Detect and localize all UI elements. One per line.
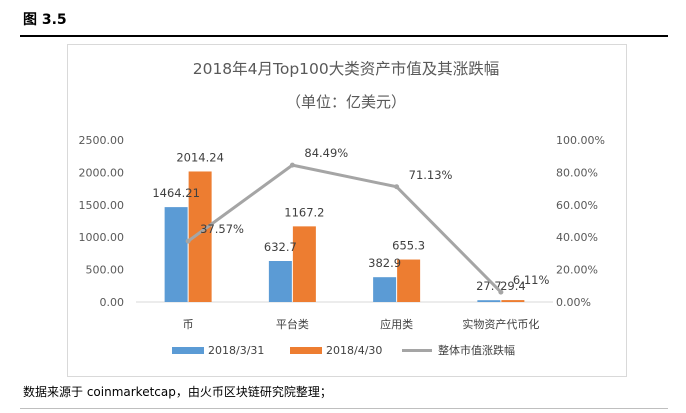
- bar-series1: [164, 207, 188, 302]
- plot-area: 0.00 500.00 1000.00 1500.00 2000.00 2500.00 0.…: [79, 134, 605, 331]
- line-point: [394, 184, 400, 190]
- bar-label-series1: 632.7: [264, 240, 297, 254]
- bar-label-series1: 382.9: [368, 256, 401, 270]
- legend: 2018/3/31 2018/4/30 整体市值涨跌幅: [172, 343, 515, 357]
- chart-title: 2018年4月Top100大类资产市值及其涨跌幅: [193, 60, 500, 78]
- bar-label-series2: 29.4: [500, 279, 526, 293]
- legend-swatch: [290, 347, 322, 354]
- bar-label-series2: 655.3: [392, 239, 425, 253]
- legend-label: 2018/3/31: [208, 344, 264, 357]
- x-tick-label: 实物资产代币化: [462, 317, 539, 331]
- y-left-tick-label: 2000.00: [79, 166, 125, 179]
- bar-series2: [188, 171, 212, 302]
- chart-subtitle: （单位：亿美元）: [286, 93, 406, 111]
- y-left-tick-label: 2500.00: [79, 134, 125, 147]
- bar-series2: [397, 259, 421, 302]
- line-point: [185, 238, 191, 244]
- bar-series1: [477, 300, 501, 302]
- bar-label-series2: 2014.24: [176, 150, 224, 164]
- y-left-tick-label: 1500.00: [79, 199, 125, 212]
- x-tick-label: 平台类: [276, 317, 309, 331]
- y-right-tick-label: 40.00%: [556, 231, 598, 244]
- y-left-tick-label: 0.00: [100, 296, 125, 309]
- bar-series1: [268, 261, 292, 302]
- source-note: 数据来源于 coinmarketcap，由火币区块链研究院整理；: [23, 385, 332, 399]
- y-right-tick-label: 0.00%: [556, 296, 591, 309]
- y-right-tick-label: 60.00%: [556, 199, 598, 212]
- bar-series2: [501, 300, 525, 302]
- top-rule: [20, 35, 668, 37]
- legend-label: 整体市值涨跌幅: [438, 343, 515, 357]
- chart-frame: [67, 44, 627, 377]
- line-point: [289, 162, 295, 168]
- y-right-tick-label: 80.00%: [556, 166, 598, 179]
- y-right-tick-label: 20.00%: [556, 264, 598, 277]
- y-right-tick-label: 100.00%: [556, 134, 605, 147]
- figure-label: 图 3.5: [23, 12, 67, 28]
- line-label: 84.49%: [304, 146, 348, 160]
- legend-label: 2018/4/30: [326, 344, 382, 357]
- x-tick-label: 币: [183, 318, 194, 331]
- bar-series1: [373, 277, 397, 302]
- y-left-tick-label: 500.00: [86, 264, 125, 277]
- line-label: 6.11%: [513, 273, 550, 287]
- line-series3: [187, 163, 502, 294]
- x-tick-label: 应用类: [380, 317, 413, 331]
- line-point: [498, 289, 504, 295]
- y-left-tick-label: 1000.00: [79, 231, 125, 244]
- bar-series2: [292, 226, 316, 302]
- bottom-rule: [20, 408, 668, 409]
- bar-label-series2: 1167.2: [284, 205, 324, 219]
- bar-label-series1: 1464.21: [152, 186, 200, 200]
- line-label: 71.13%: [409, 168, 453, 182]
- bar-label-series1: 27.7: [476, 279, 502, 293]
- line-label: 37.57%: [200, 222, 244, 236]
- legend-swatch: [172, 347, 204, 354]
